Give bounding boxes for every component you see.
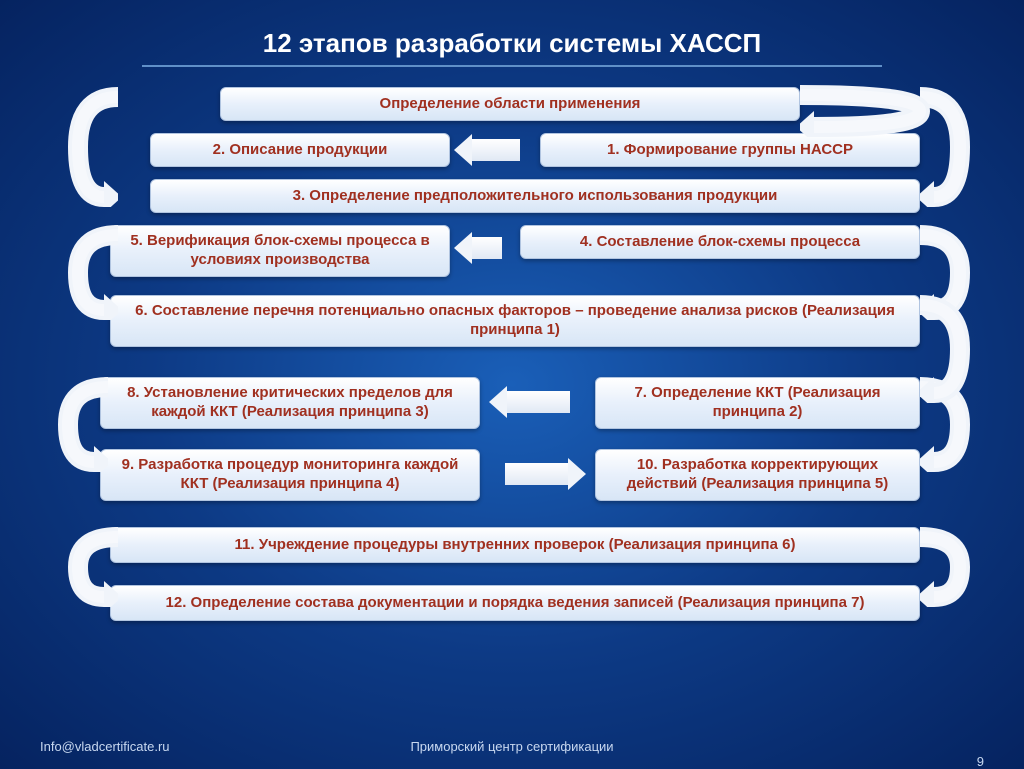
step-box-b7: 7. Определение ККТ (Реализация принципа … (595, 377, 920, 429)
arrow-curve (68, 225, 118, 320)
step-box-b4: 4. Составление блок-схемы процесса (520, 225, 920, 259)
step-label: 12. Определение состава документации и п… (166, 594, 865, 613)
arrow-curve (68, 527, 118, 607)
step-label: 9. Разработка процедур мониторинга каждо… (109, 456, 471, 494)
arrow-horizontal (505, 463, 570, 485)
step-label: 3. Определение предположительного исполь… (293, 187, 778, 206)
diagram-area: Определение области применения 1. Формиро… (0, 87, 1024, 727)
step-label: 2. Описание продукции (213, 141, 388, 160)
step-box-b5: 5. Верификация блок-схемы процесса в усл… (110, 225, 450, 277)
arrow-horizontal (505, 391, 570, 413)
step-label: Определение области применения (380, 95, 641, 114)
step-box-b12: 12. Определение состава документации и п… (110, 585, 920, 621)
arrow-curve (58, 377, 108, 472)
step-box-b2: 2. Описание продукции (150, 133, 450, 167)
footer: Info@vladcertificate.ru Приморский центр… (0, 739, 1024, 754)
step-box-b3: 3. Определение предположительного исполь… (150, 179, 920, 213)
arrow-horizontal (470, 237, 502, 259)
step-box-b0: Определение области применения (220, 87, 800, 121)
step-label: 8. Установление критических пределов для… (109, 384, 471, 422)
step-box-b8: 8. Установление критических пределов для… (100, 377, 480, 429)
footer-email: Info@vladcertificate.ru (40, 739, 170, 754)
page-title: 12 этапов разработки системы ХАССП (0, 0, 1024, 65)
arrow-curve (68, 87, 118, 207)
arrow-horizontal (470, 139, 520, 161)
step-box-b11: 11. Учреждение процедуры внутренних пров… (110, 527, 920, 563)
footer-page: 9 (977, 754, 984, 769)
step-label: 11. Учреждение процедуры внутренних пров… (235, 536, 796, 555)
title-underline (142, 65, 882, 67)
step-label: 7. Определение ККТ (Реализация принципа … (604, 384, 911, 422)
arrow-curve (800, 85, 930, 137)
step-label: 4. Составление блок-схемы процесса (580, 233, 860, 252)
step-label: 5. Верификация блок-схемы процесса в усл… (119, 232, 441, 270)
step-box-b9: 9. Разработка процедур мониторинга каждо… (100, 449, 480, 501)
step-box-b10: 10. Разработка корректирующих действий (… (595, 449, 920, 501)
step-label: 6. Составление перечня потенциально опас… (119, 302, 911, 340)
arrow-curve (920, 295, 970, 403)
step-box-b6: 6. Составление перечня потенциально опас… (110, 295, 920, 347)
step-label: 10. Разработка корректирующих действий (… (604, 456, 911, 494)
step-label: 1. Формирование группы НАССР (607, 141, 853, 160)
arrow-curve (920, 527, 970, 607)
step-box-b1: 1. Формирование группы НАССР (540, 133, 920, 167)
